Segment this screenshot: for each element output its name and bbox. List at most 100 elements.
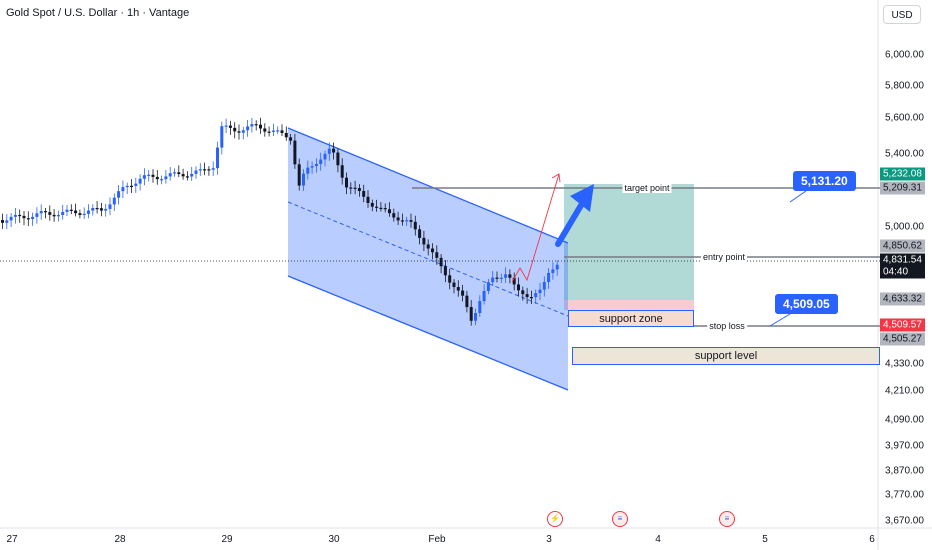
x-tick: 3 <box>546 534 552 545</box>
candle-body <box>147 174 151 176</box>
entry-point-label: entry point <box>700 252 748 262</box>
stop-line-tag: 4,505.27 <box>880 332 925 346</box>
candle-body <box>18 214 22 217</box>
candle-body <box>388 209 391 214</box>
x-tick: 5 <box>762 534 768 545</box>
candle-body <box>207 169 211 171</box>
stop-price-tag: 4,509.57 <box>880 318 925 332</box>
x-tick: 29 <box>221 534 233 545</box>
candle-body <box>198 169 202 171</box>
candle-body <box>95 208 99 210</box>
candle-body <box>310 166 314 168</box>
candle-body <box>52 214 56 217</box>
candle-body <box>82 213 86 216</box>
target-arrow-head <box>570 184 594 212</box>
candle-body <box>237 131 241 133</box>
candle-body <box>439 257 443 267</box>
candle-body <box>327 148 331 154</box>
candle-body <box>289 137 293 141</box>
candle-body <box>271 130 275 132</box>
candle-body <box>39 211 43 214</box>
us-flag-icon[interactable]: ≡ <box>612 511 628 527</box>
candle-body <box>340 165 344 178</box>
candle-body <box>534 293 538 298</box>
candle-body <box>155 176 159 180</box>
candle-body <box>452 282 456 288</box>
candle-body <box>521 290 525 295</box>
y-tick: 4,090.00 <box>885 414 924 426</box>
support-line-tag: 4,633.32 <box>880 292 925 306</box>
candle-body <box>413 221 417 230</box>
candle-body <box>392 213 396 218</box>
candle-body <box>190 173 194 177</box>
y-tick: 5,600.00 <box>885 112 924 124</box>
support-level-box[interactable]: support level <box>572 347 880 365</box>
candle-body <box>87 210 90 214</box>
candle-body <box>142 175 146 179</box>
projection-arrowhead <box>551 173 561 183</box>
candle-body <box>48 212 52 215</box>
candle-body <box>61 211 65 215</box>
candle-body <box>478 301 482 313</box>
support-zone-box[interactable]: support zone <box>568 310 694 327</box>
candle-body <box>69 209 73 211</box>
candle-body <box>525 294 529 298</box>
candle-body <box>504 274 508 278</box>
stop-callout[interactable]: 4,509.05 <box>775 294 838 314</box>
currency-button[interactable]: USD <box>883 5 921 24</box>
target-line-tag: 5,209.31 <box>880 181 925 195</box>
projection-line <box>511 173 560 283</box>
candle-body <box>465 295 469 308</box>
candle-body <box>435 252 439 258</box>
candle-body <box>160 179 164 181</box>
candle-body <box>370 202 374 207</box>
y-tick: 5,400.00 <box>885 148 924 160</box>
candle-body <box>499 277 503 279</box>
candle-body <box>26 218 30 220</box>
lightning-icon[interactable]: ⚡ <box>547 511 563 527</box>
candle-body <box>74 210 78 214</box>
candle-body <box>426 244 430 249</box>
candle-body <box>241 130 245 133</box>
us-flag-icon[interactable]: ≡ <box>719 511 735 527</box>
candle-body <box>362 191 366 197</box>
chart-title: Gold Spot / U.S. Dollar · 1h · Vantage <box>6 7 190 19</box>
candle-body <box>173 172 176 174</box>
candle-body <box>353 187 357 189</box>
candle-body <box>9 216 13 221</box>
candle-body <box>284 132 288 138</box>
candle-body <box>5 220 9 223</box>
candle-body <box>134 183 138 186</box>
x-tick: Feb <box>428 534 446 545</box>
candle-body <box>551 269 555 273</box>
candle-body <box>314 163 318 167</box>
candle-body <box>121 187 125 192</box>
y-tick: 3,970.00 <box>885 440 924 452</box>
candle-body <box>405 220 409 222</box>
candle-body <box>555 264 559 270</box>
candle-body <box>375 206 379 208</box>
candle-body <box>108 204 112 209</box>
target-callout[interactable]: 5,131.20 <box>793 171 856 191</box>
candle-body <box>125 185 129 188</box>
candle-body <box>99 208 103 211</box>
candle-body <box>164 176 168 180</box>
channel-fill <box>288 128 568 390</box>
candle-body <box>280 130 284 133</box>
candle-body <box>44 211 47 213</box>
candle-body <box>319 159 323 164</box>
candle-body <box>297 164 301 186</box>
stop-zone <box>564 300 694 310</box>
candle-body <box>263 128 267 132</box>
stop-loss-label: stop loss <box>707 321 747 331</box>
candle-body <box>194 170 198 174</box>
candle-body <box>512 277 516 285</box>
candle-body <box>35 213 39 217</box>
countdown-tag: 04:40 <box>880 265 925 279</box>
candle-body <box>379 207 383 210</box>
candle-body <box>211 168 215 170</box>
candle-body <box>486 282 490 291</box>
y-tick: 3,770.00 <box>885 489 924 501</box>
candle-body <box>323 153 327 160</box>
